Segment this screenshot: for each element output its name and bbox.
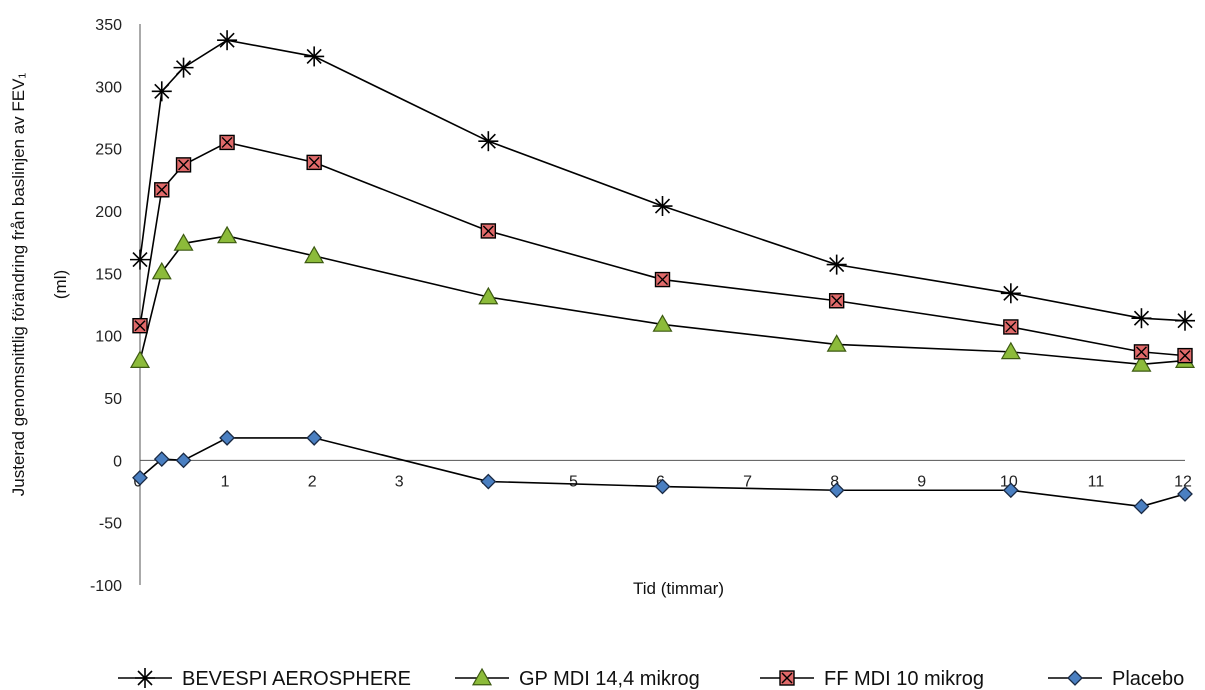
- data-point-star: [304, 46, 325, 67]
- data-point-triangle: [1000, 341, 1021, 360]
- x-tick-label: 2: [308, 473, 317, 490]
- data-point-triangle: [129, 350, 151, 368]
- y-tick-label: 150: [95, 266, 122, 283]
- data-point-diamond: [132, 469, 148, 486]
- series-line-3: [139, 437, 1186, 508]
- y-tick-label: 200: [95, 204, 122, 221]
- data-point-star: [1000, 283, 1021, 304]
- legend-label: FF MDI 10 mikrog: [824, 668, 984, 690]
- data-point-diamond: [153, 451, 170, 468]
- data-point-triangle: [1131, 354, 1152, 372]
- data-point-triangle: [151, 261, 172, 280]
- legend-item: GP MDI 14,4 mikrog: [455, 667, 700, 690]
- y-axis-title-unit: (ml): [51, 270, 70, 299]
- axes: [139, 24, 1185, 585]
- data-point-star: [151, 81, 172, 102]
- data-point-square-x: [175, 157, 192, 173]
- legend-item: BEVESPI AEROSPHERE: [118, 668, 411, 690]
- y-tick-label: 300: [95, 79, 122, 96]
- x-axis-title: Tid (timmar): [633, 579, 724, 598]
- x-tick-label: 1: [221, 473, 230, 490]
- y-tick-label: 350: [95, 17, 122, 34]
- data-point-diamond: [306, 429, 323, 446]
- legend-marker-square-x: [779, 670, 795, 686]
- data-point-diamond: [828, 482, 845, 499]
- data-point-star: [652, 196, 673, 217]
- legend: BEVESPI AEROSPHERE GP MDI 14,4 mikrog FF M…: [118, 667, 1184, 690]
- data-point-square-x: [654, 271, 671, 288]
- data-point-square-x: [1133, 344, 1150, 360]
- y-tick-label: -100: [90, 578, 122, 595]
- data-point-square-x: [828, 293, 845, 309]
- data-point-star: [1175, 310, 1195, 331]
- data-point-square-x: [1003, 319, 1019, 335]
- legend-label: GP MDI 14,4 mikrog: [519, 668, 700, 690]
- x-tick-label: 11: [1088, 473, 1105, 490]
- data-point-diamond: [175, 452, 192, 469]
- data-point-diamond: [654, 478, 671, 495]
- y-axis-ticks: 350 300 250 200 150 100 50 0 -50 -100: [90, 17, 122, 595]
- y-tick-label: 250: [95, 142, 122, 159]
- y-axis-title: Justerad genomsnittlig förändring från b…: [9, 73, 28, 497]
- x-tick-label: 12: [1174, 473, 1192, 490]
- data-point-square-x: [306, 154, 322, 171]
- legend-marker-diamond: [1067, 670, 1083, 686]
- data-point-square-x: [480, 223, 497, 239]
- legend-label: BEVESPI AEROSPHERE: [182, 668, 411, 690]
- data-point-diamond: [219, 429, 236, 446]
- x-tick-label: 5: [569, 473, 578, 490]
- y-tick-label: 100: [95, 329, 122, 346]
- data-point-star: [173, 57, 194, 78]
- y-tick-label: 50: [104, 391, 122, 408]
- data-point-square-x: [1177, 347, 1193, 364]
- data-point-star: [826, 254, 847, 275]
- y-tick-label: -50: [99, 516, 122, 533]
- data-point-triangle: [478, 286, 499, 305]
- data-point-triangle: [652, 314, 673, 332]
- legend-marker-triangle: [471, 667, 493, 686]
- data-point-triangle: [826, 334, 847, 352]
- data-point-diamond: [1177, 486, 1193, 502]
- legend-label: Placebo: [1112, 668, 1184, 690]
- data-point-star: [130, 249, 150, 270]
- data-point-square-x: [219, 134, 235, 151]
- data-point-square-x: [154, 182, 170, 198]
- data-point-star: [478, 131, 499, 152]
- data-point-diamond: [1002, 482, 1019, 499]
- y-tick-label: 0: [113, 453, 122, 470]
- data-point-square-x: [132, 317, 148, 334]
- data-point-triangle: [304, 245, 325, 264]
- data-point-triangle: [217, 225, 238, 244]
- legend-marker-star: [135, 668, 155, 688]
- x-tick-label: 8: [830, 473, 839, 490]
- x-tick-label: 9: [917, 473, 926, 490]
- x-tick-label: 7: [743, 473, 752, 490]
- series-line-1: [139, 235, 1186, 366]
- data-point-star: [1131, 308, 1152, 329]
- data-point-star: [217, 30, 238, 51]
- legend-item: FF MDI 10 mikrog: [760, 668, 984, 690]
- data-point-triangle: [173, 233, 194, 251]
- series-markers: [129, 30, 1196, 515]
- data-point-diamond: [1133, 498, 1150, 515]
- data-point-diamond: [480, 473, 497, 490]
- legend-item: Placebo: [1048, 668, 1184, 690]
- x-tick-label: 3: [395, 473, 404, 490]
